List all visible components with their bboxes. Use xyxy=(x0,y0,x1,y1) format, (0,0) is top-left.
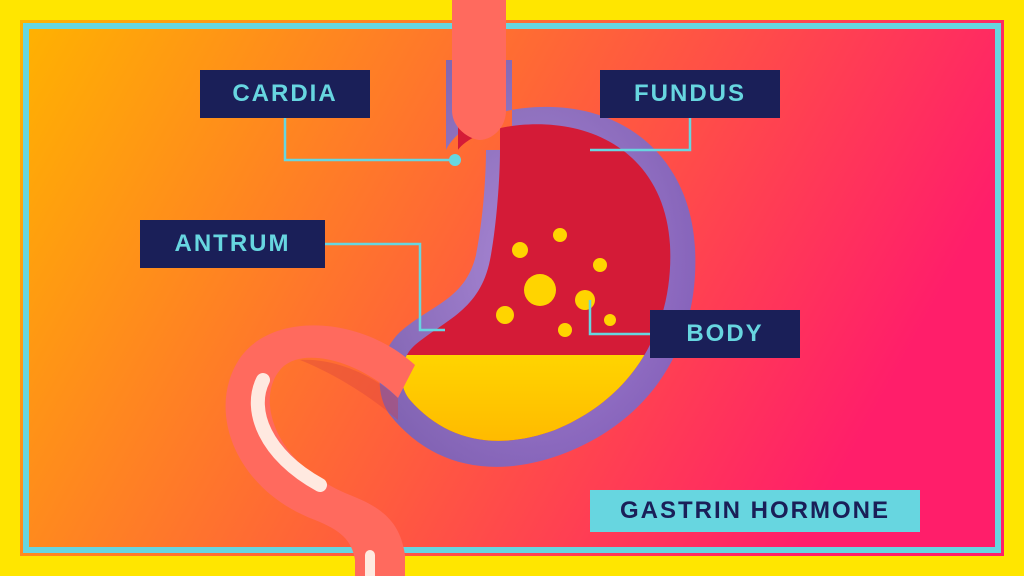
bubble xyxy=(524,274,556,306)
bubble xyxy=(575,290,595,310)
label-antrum: ANTRUM xyxy=(140,220,325,268)
label-fundus: FUNDUS xyxy=(600,70,780,118)
label-body-text: BODY xyxy=(686,320,763,348)
label-antrum-text: ANTRUM xyxy=(175,230,291,258)
bubble xyxy=(593,258,607,272)
diagram-title-text: GASTRIN HORMONE xyxy=(620,497,890,525)
bubble xyxy=(512,242,528,258)
label-body: BODY xyxy=(650,310,800,358)
bubble xyxy=(604,314,616,326)
bubble xyxy=(558,323,572,337)
bubble xyxy=(496,306,514,324)
label-cardia-text: CARDIA xyxy=(232,80,337,108)
diagram-stage: CARDIA FUNDUS ANTRUM BODY GASTRIN HORMON… xyxy=(0,0,1024,576)
diagram-title: GASTRIN HORMONE xyxy=(590,490,920,532)
bubble xyxy=(553,228,567,242)
label-cardia: CARDIA xyxy=(200,70,370,118)
esophagus xyxy=(452,0,506,140)
label-fundus-text: FUNDUS xyxy=(634,80,746,108)
